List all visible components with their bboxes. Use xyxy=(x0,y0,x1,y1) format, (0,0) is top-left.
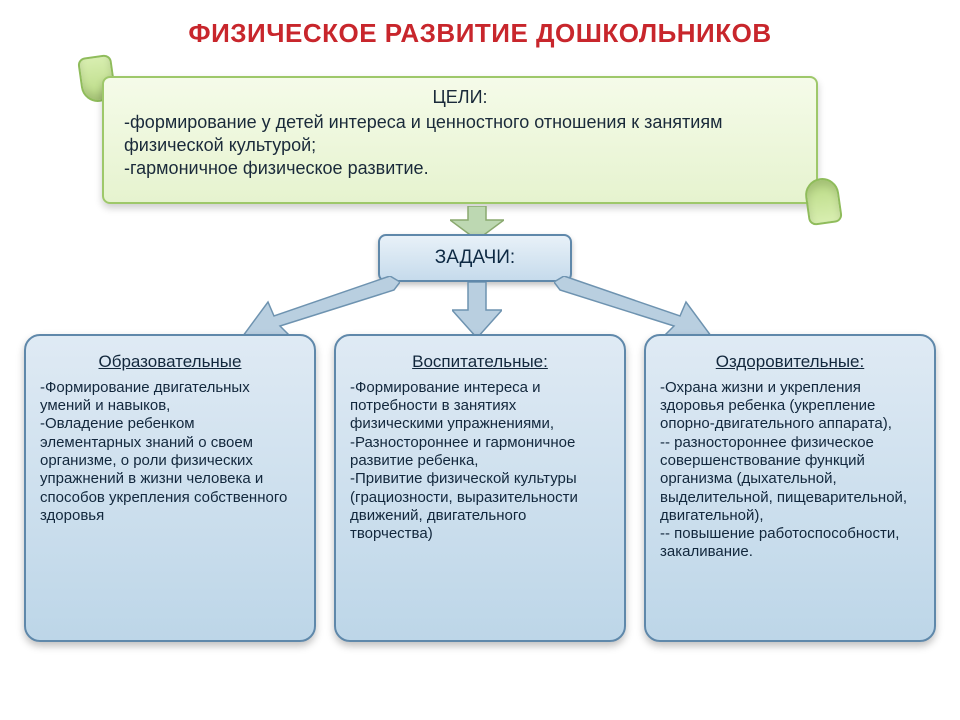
tasks-label: ЗАДАЧИ: xyxy=(435,247,515,269)
column-heading: Образовательные xyxy=(40,352,300,373)
goals-line: -формирование у детей интереса и ценност… xyxy=(124,111,796,157)
column-educational: Образовательные -Формирование двигательн… xyxy=(24,334,316,642)
column-body: -Формирование двигательных умений и навы… xyxy=(40,379,300,525)
tasks-box: ЗАДАЧИ: xyxy=(378,234,572,282)
task-columns: Образовательные -Формирование двигательн… xyxy=(24,334,936,642)
column-health: Оздоровительные: -Охрана жизни и укрепле… xyxy=(644,334,936,642)
goals-scroll: ЦЕЛИ: -формирование у детей интереса и ц… xyxy=(80,60,840,220)
column-body: -Охрана жизни и укрепления здоровья ребе… xyxy=(660,379,920,562)
column-upbringing: Воспитательные: -Формирование интереса и… xyxy=(334,334,626,642)
goals-box: ЦЕЛИ: -формирование у детей интереса и ц… xyxy=(102,76,818,204)
column-body: -Формирование интереса и потребности в з… xyxy=(350,379,610,544)
scroll-curl-icon xyxy=(803,176,843,226)
goals-heading: ЦЕЛИ: xyxy=(124,86,796,109)
arrow-left-icon xyxy=(240,276,400,340)
arrow-right-icon xyxy=(554,276,714,340)
goals-line: -гармоничное физическое развитие. xyxy=(124,157,796,180)
page-title: ФИЗИЧЕСКОЕ РАЗВИТИЕ ДОШКОЛЬНИКОВ xyxy=(0,0,960,49)
column-heading: Воспитательные: xyxy=(350,352,610,373)
column-heading: Оздоровительные: xyxy=(660,352,920,373)
arrow-center-icon xyxy=(452,282,502,338)
